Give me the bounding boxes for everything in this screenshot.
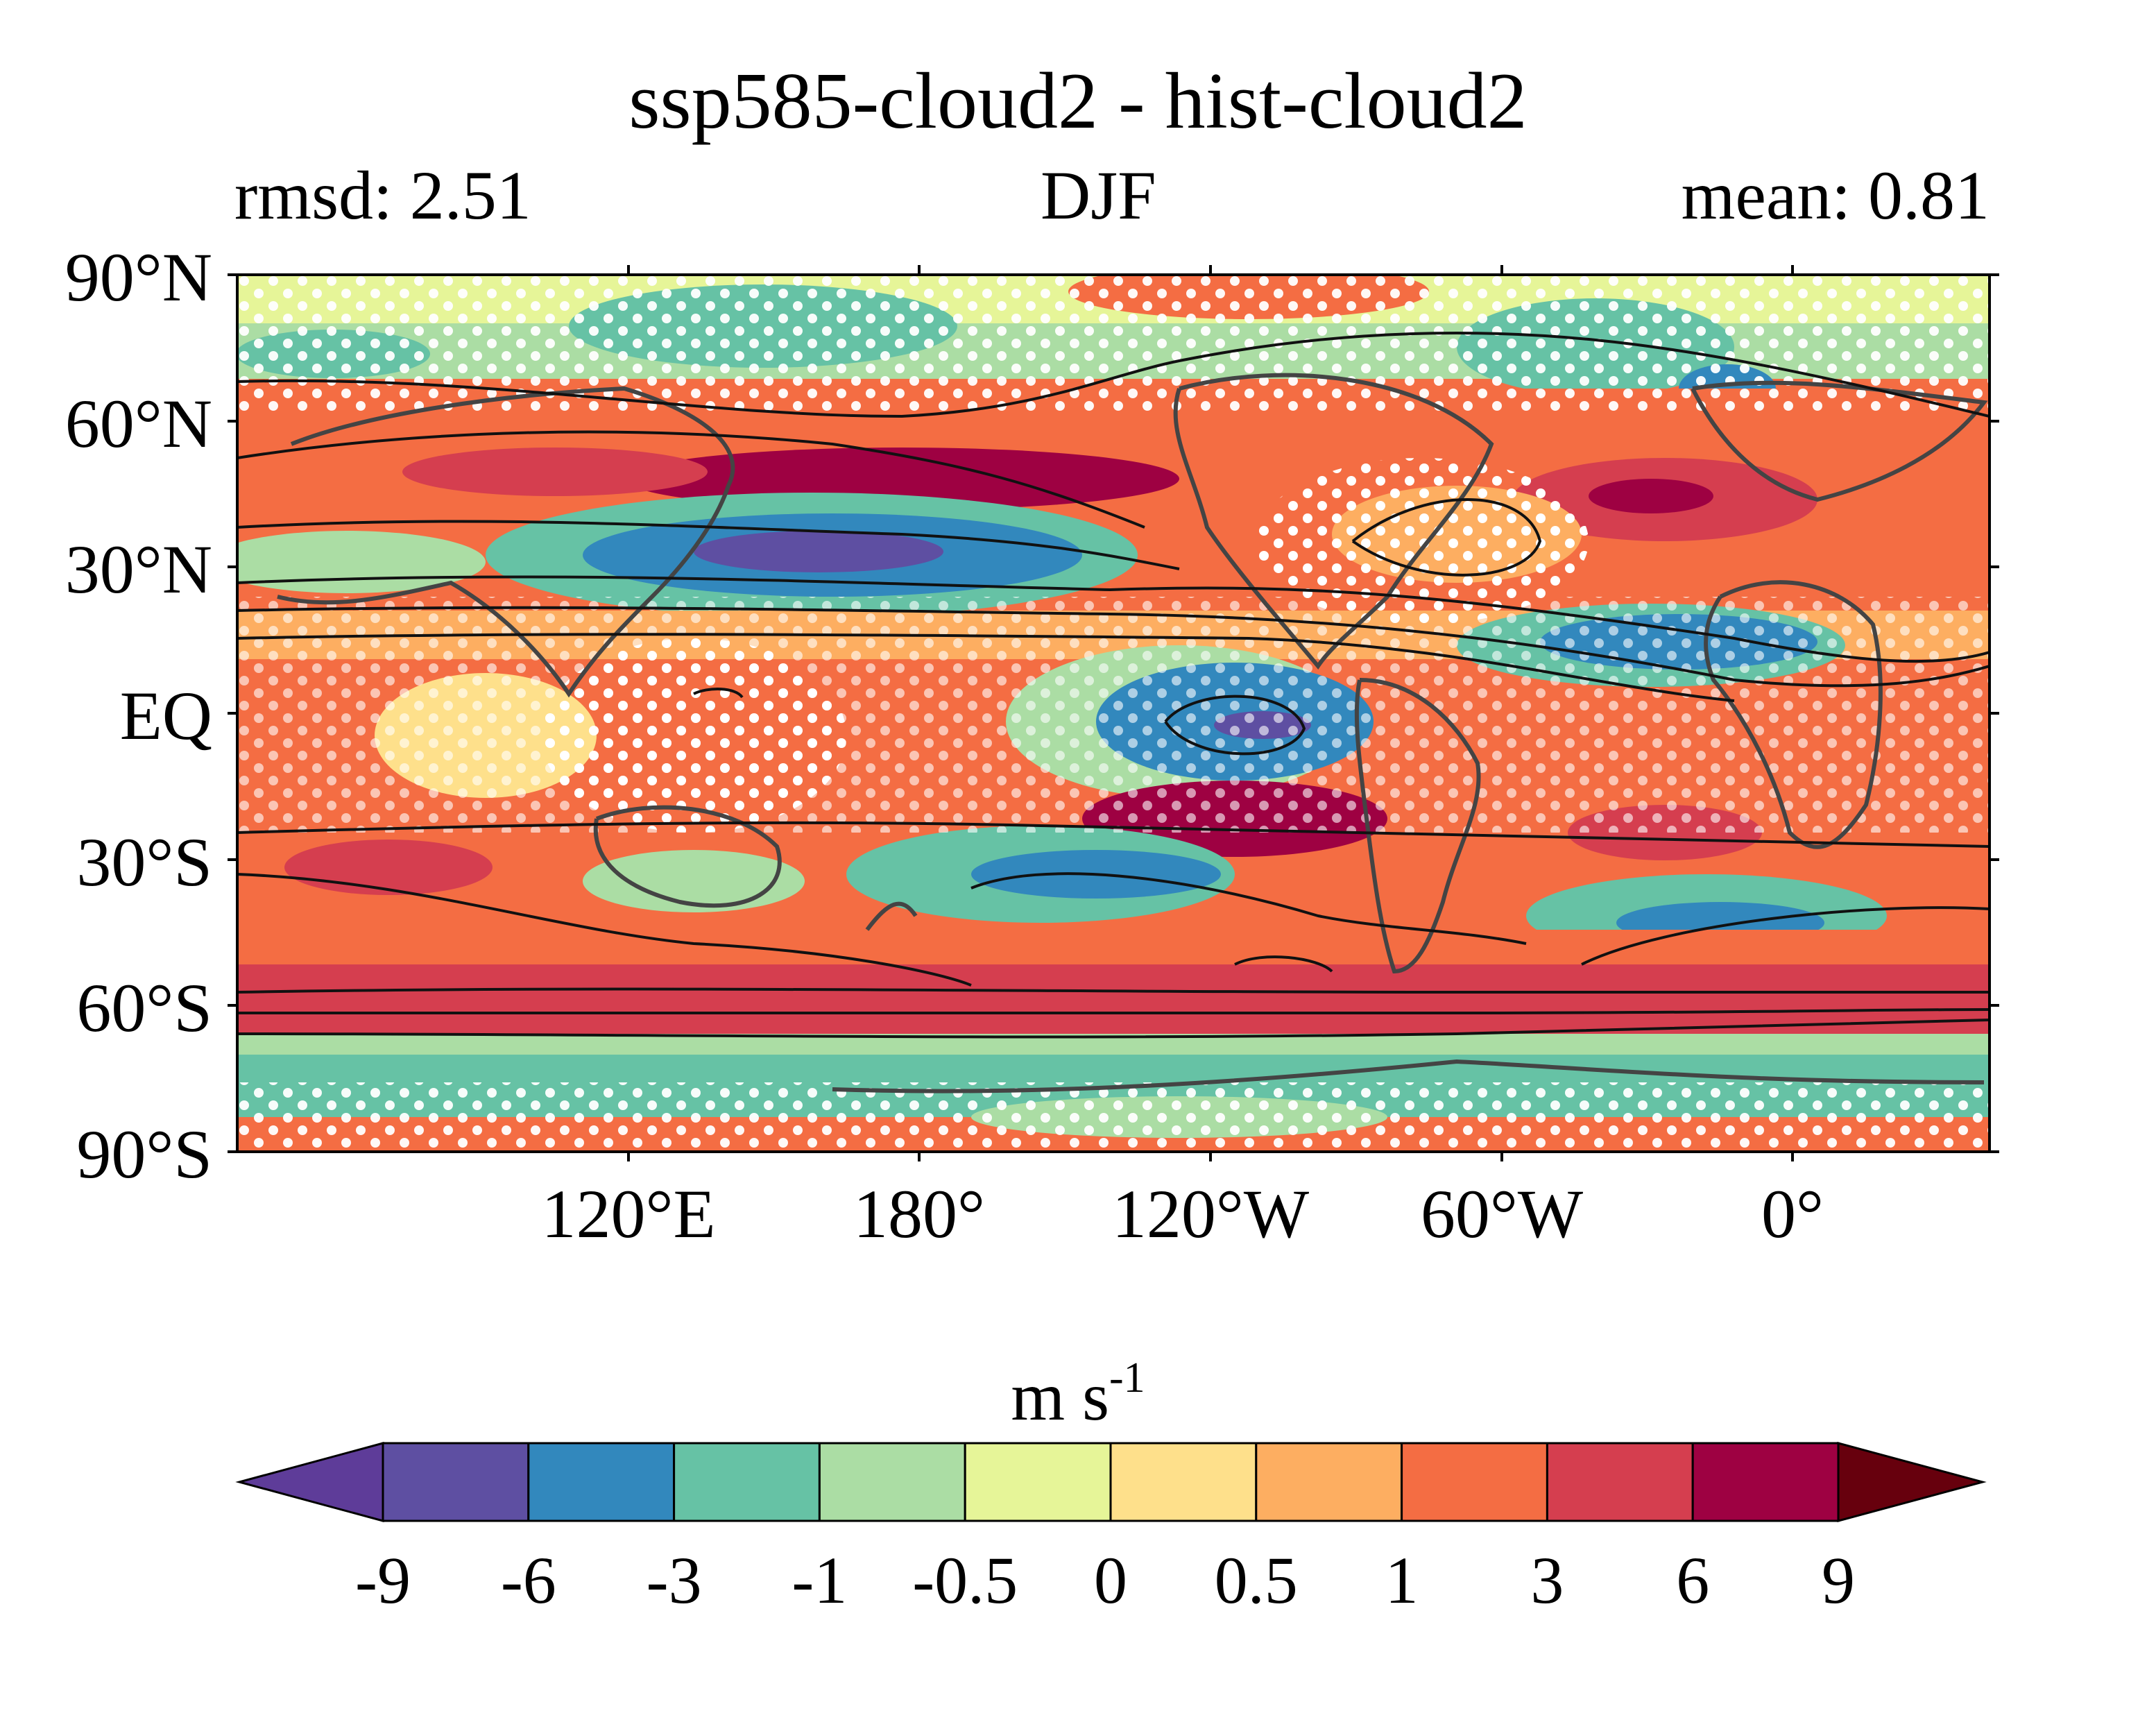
lat-label-30s: 30°S: [76, 824, 212, 901]
lat-label-60s: 60°S: [76, 969, 212, 1046]
season-label: DJF: [1041, 157, 1156, 234]
colorbar-cell: [1691, 1442, 1840, 1522]
lat-label-60n: 60°N: [65, 385, 212, 462]
colorbar-cell: [1401, 1442, 1548, 1522]
lon-label-120e: 120°E: [541, 1175, 716, 1252]
colorbar-cell: [964, 1442, 1112, 1522]
map-ticks: [228, 265, 1999, 1161]
lat-label-90s: 90°S: [76, 1116, 212, 1193]
colorbar: [235, 1442, 1987, 1522]
lat-label-30n: 30°N: [65, 531, 212, 608]
southern-ocean-jet: [237, 964, 1990, 1034]
colorbar-extend-high: [1837, 1442, 1987, 1522]
colorbar-extend-low: [235, 1442, 384, 1522]
colorbar-tick-label: 6: [1676, 1543, 1710, 1617]
colorbar-units: m s-1: [1011, 1354, 1145, 1435]
mean-label: mean: 0.81: [1681, 157, 1990, 234]
colorbar-cell: [1109, 1442, 1258, 1522]
colorbar-tick-label: -9: [355, 1543, 411, 1617]
colorbar-tick-label: -1: [792, 1543, 848, 1617]
colorbar-tick-label: -3: [646, 1543, 702, 1617]
colorbar-cell: [527, 1442, 676, 1522]
colorbar-tick-label: 0: [1094, 1543, 1127, 1617]
field-layer: [237, 275, 1990, 1152]
colorbar-cell: [382, 1442, 530, 1522]
lat-label-90n: 90°N: [65, 239, 212, 316]
colorbar-cells: [382, 1442, 1840, 1522]
rmsd-label: rmsd: 2.51: [234, 157, 531, 234]
colorbar-tick-label: 0.5: [1214, 1543, 1298, 1617]
lon-label-120w: 120°W: [1111, 1175, 1310, 1252]
lon-label-180: 180°: [853, 1175, 985, 1252]
colorbar-tick-label: 1: [1385, 1543, 1419, 1617]
coastlines: [277, 373, 1988, 1093]
colorbar-cell: [673, 1442, 821, 1522]
lat-label-eq: EQ: [119, 677, 212, 754]
colorbar-cell: [818, 1442, 966, 1522]
lon-label-0: 0°: [1761, 1175, 1824, 1252]
colorbar-cell: [1546, 1442, 1694, 1522]
colorbar-cell: [1255, 1442, 1403, 1522]
colorbar-tick-label: -0.5: [912, 1543, 1018, 1617]
lon-label-60w: 60°W: [1420, 1175, 1584, 1252]
colorbar-tick-label: 9: [1822, 1543, 1855, 1617]
colorbar-tick-label: -6: [500, 1543, 556, 1617]
figure-title: ssp585-cloud2 - hist-cloud2: [628, 57, 1528, 146]
colorbar-tick-label: 3: [1530, 1543, 1564, 1617]
